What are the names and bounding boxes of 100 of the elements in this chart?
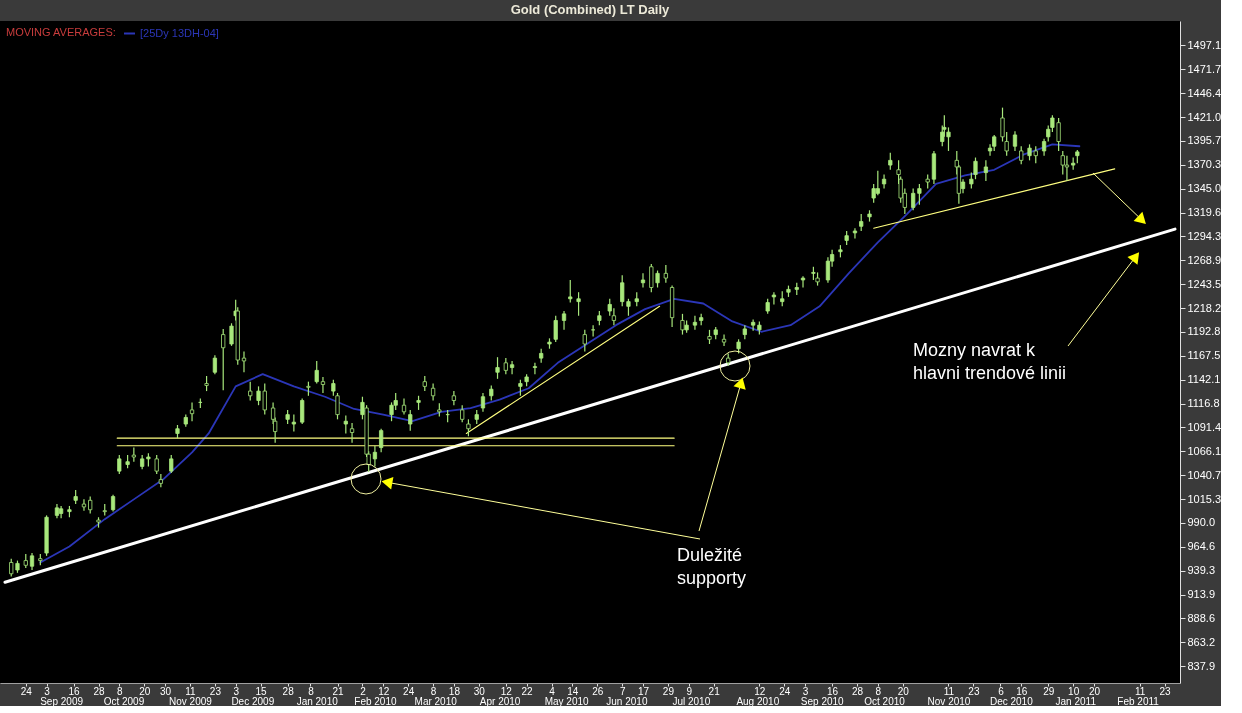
x-tick-label: 28	[282, 685, 295, 697]
x-tick-label: 12	[754, 685, 766, 697]
candlestick	[320, 376, 326, 394]
x-tick-label: 20	[139, 685, 151, 697]
x-tick-label: 24	[403, 685, 415, 697]
x-tick-label: 10	[1068, 685, 1080, 697]
candlestick	[721, 333, 727, 347]
candlestick	[582, 329, 587, 353]
y-tick-label: 1421.0	[1187, 110, 1222, 123]
x-tick-label: 6	[998, 685, 1005, 697]
candlestick	[663, 264, 668, 284]
candlestick	[212, 354, 217, 375]
x-tick-label: 8	[308, 685, 315, 697]
y-tick-label: 1370.3	[1187, 158, 1222, 171]
candlestick	[852, 227, 858, 240]
x2-tick-label: Dec 2010	[989, 695, 1034, 707]
x-tick-label: 8	[117, 685, 124, 697]
x2-tick-label: Nov 2009	[169, 695, 213, 707]
y-tick-label: 1446.4	[1187, 86, 1222, 99]
x-tick-label: 21	[708, 685, 721, 697]
candlestick	[495, 356, 500, 380]
x-tick-label: 11	[1134, 685, 1146, 697]
candlestick	[509, 360, 515, 375]
x2-tick-label: Sep 2010	[800, 695, 845, 707]
candlestick	[1064, 155, 1070, 182]
x2-tick-label: Aug 2010	[736, 695, 780, 707]
x2-tick-label: Jan 2011	[1055, 695, 1097, 707]
y-tick-label: 1091.4	[1187, 420, 1222, 433]
x-tick-label: 26	[592, 685, 604, 697]
candlestick	[480, 392, 486, 413]
x-tick-label: 8	[430, 685, 437, 697]
x2-tick-label: Feb 2011	[1117, 695, 1160, 707]
x2-tick-label: Jun 2010	[606, 695, 648, 707]
y-tick-label: 1243.5	[1187, 277, 1222, 290]
candlestick	[158, 473, 163, 488]
y-tick-label: 1471.7	[1187, 62, 1222, 75]
candlestick	[983, 159, 988, 182]
y-tick-label: 913.9	[1187, 588, 1216, 601]
annotation: Duležité supporty	[677, 545, 747, 588]
x-tick-label: 28	[851, 685, 864, 697]
x2-tick-label: Apr 2010	[479, 695, 521, 707]
y-tick-label: 863.2	[1187, 635, 1216, 648]
y-tick-label: 1116.8	[1187, 397, 1220, 410]
x-tick-label: 3	[44, 685, 51, 697]
y-tick-label: 990.0	[1187, 516, 1216, 529]
candlestick	[568, 279, 573, 304]
candlestick	[1012, 130, 1018, 152]
y-tick-label: 964.6	[1187, 540, 1216, 553]
candlestick	[692, 315, 698, 331]
x2-tick-label: May 2010	[544, 695, 589, 707]
x-tick-label: 3	[233, 685, 240, 697]
x-tick-label: 22	[521, 685, 534, 697]
candlestick	[591, 324, 596, 338]
candlestick	[611, 307, 616, 326]
x2-tick-label: Sep 2009	[40, 695, 84, 707]
legend-title: MOVING AVERAGES:	[6, 26, 116, 38]
x-tick-label: 16	[827, 685, 839, 697]
x-tick-label: 16	[68, 685, 81, 697]
candlestick	[314, 360, 319, 385]
candlestick	[553, 315, 558, 343]
x-tick-label: 12	[500, 685, 513, 697]
x-tick-label: 20	[1088, 685, 1101, 697]
x-tick-label: 11	[943, 685, 955, 697]
x-tick-label: 23	[968, 685, 980, 697]
x2-tick-label: Oct 2009	[103, 695, 145, 707]
candlestick	[561, 310, 567, 331]
x2-tick-label: Oct 2010	[864, 695, 906, 707]
y-tick-label: 1192.8	[1187, 325, 1221, 338]
x-tick-label: 28	[93, 685, 106, 697]
x-tick-label: 12	[378, 685, 390, 697]
candlestick	[451, 390, 456, 406]
legend-label: [25Dy 13DH-04]	[140, 26, 219, 39]
y-tick-label: 939.3	[1187, 564, 1216, 577]
candlestick	[241, 350, 247, 373]
x-tick-label: 21	[332, 685, 344, 697]
candlestick	[881, 173, 887, 190]
candlestick	[401, 398, 407, 416]
x2-tick-label: Nov 2010	[927, 695, 971, 707]
candlestick	[221, 328, 226, 391]
candlestick	[875, 170, 880, 196]
line-series	[39, 143, 1081, 564]
x2-tick-label: Mar 2010	[414, 695, 458, 707]
y-tick-label: 1142.1	[1187, 373, 1221, 386]
y-tick-label: 1294.3	[1187, 229, 1222, 242]
candlestick	[576, 291, 581, 317]
candlestick	[154, 454, 159, 475]
y-tick-label: 1497.1	[1187, 38, 1222, 51]
candlestick	[532, 362, 538, 375]
x2-tick-label: Jan 2010	[296, 695, 339, 707]
x-tick-label: 7	[619, 685, 626, 697]
candlestick	[372, 445, 378, 468]
candlestick	[291, 414, 296, 433]
candlestick	[349, 422, 355, 444]
candlestick	[751, 318, 756, 332]
y-tick-label: 1218.2	[1187, 301, 1222, 314]
x-tick-label: 29	[662, 685, 675, 697]
x-tick-label: 24	[20, 685, 33, 697]
candlestick	[640, 272, 646, 289]
y-tick-label: 1319.6	[1187, 206, 1222, 219]
x2-tick-label: Feb 2010	[354, 695, 397, 707]
